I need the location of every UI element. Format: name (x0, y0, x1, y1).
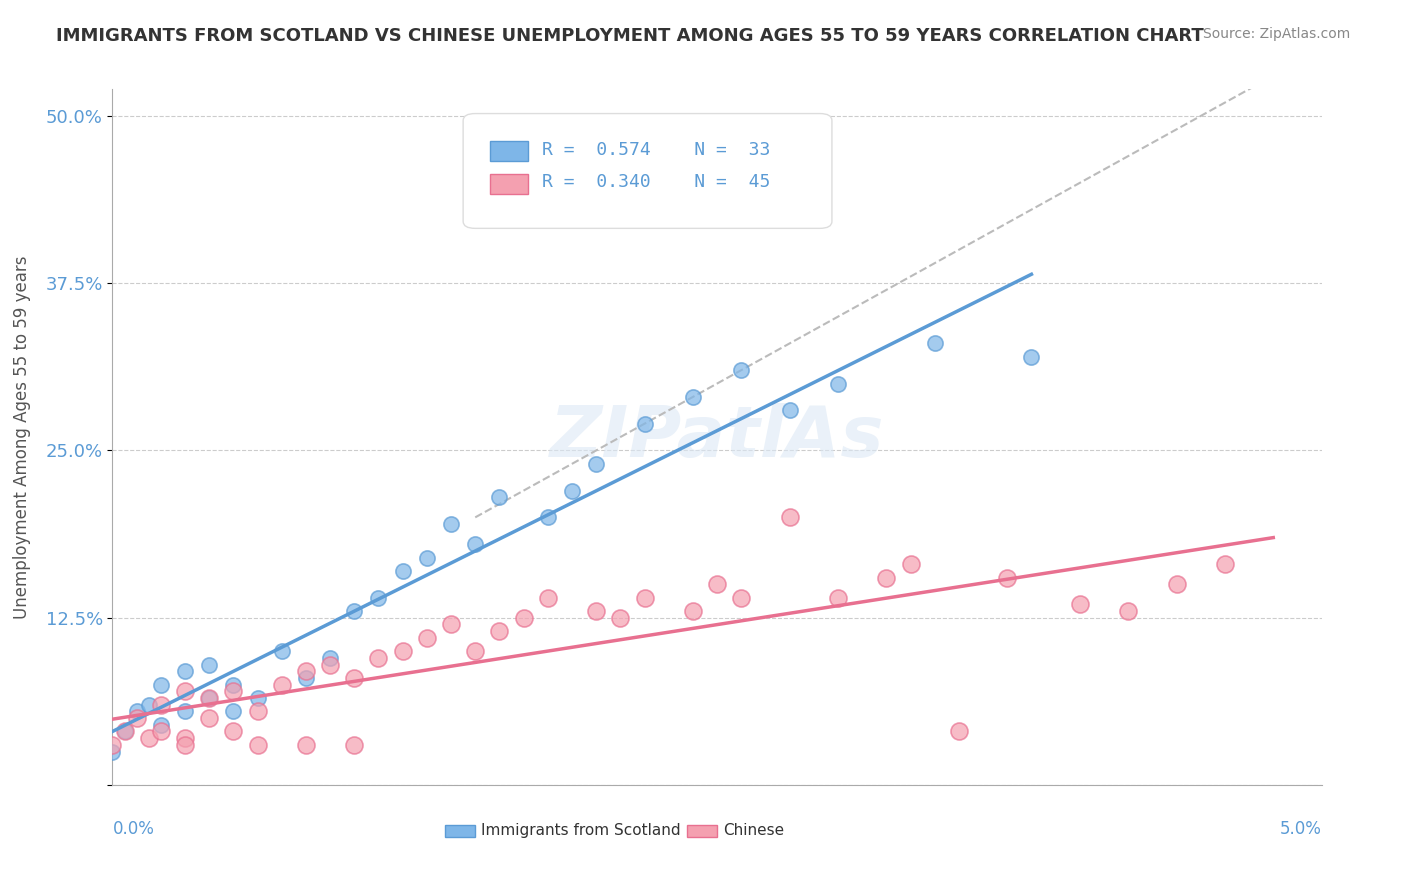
Point (537, 510, 560, 524)
Point (174, 731, 197, 746)
Point (198, 711, 221, 725)
Point (875, 571, 897, 585)
Point (440, 617, 463, 632)
Point (585, 604, 607, 618)
Point (114, 724, 136, 739)
Point (948, 724, 970, 739)
Bar (489, 142, 529, 161)
Point (730, 591, 752, 605)
Point (222, 678, 245, 692)
Point (585, 457, 607, 471)
Point (343, 738, 366, 752)
Point (367, 591, 389, 605)
Text: ZIPatlAs: ZIPatlAs (550, 402, 884, 472)
Point (633, 417, 655, 431)
Point (537, 591, 560, 605)
Text: 5.0%: 5.0% (1279, 820, 1322, 838)
Point (488, 624, 510, 639)
Point (561, 483, 583, 498)
Point (174, 664, 197, 679)
Point (125, 711, 148, 725)
Point (149, 717, 172, 731)
Point (1166, 577, 1188, 591)
Point (343, 671, 366, 685)
Point (198, 657, 221, 672)
Point (101, 744, 124, 758)
Point (270, 644, 292, 658)
Point (779, 403, 801, 417)
Point (149, 698, 172, 712)
Point (295, 671, 318, 685)
Y-axis label: Unemployment Among Ages 55 to 59 years: Unemployment Among Ages 55 to 59 years (14, 255, 31, 619)
Text: R =  0.340    N =  45: R = 0.340 N = 45 (541, 173, 770, 192)
Text: R =  0.574    N =  33: R = 0.574 N = 33 (541, 141, 770, 159)
Point (995, 571, 1018, 585)
Point (295, 664, 318, 679)
Point (174, 684, 197, 698)
Point (1021, 350, 1043, 364)
Point (198, 690, 221, 705)
Point (114, 724, 136, 739)
Point (246, 738, 269, 752)
Text: Immigrants from Scotland: Immigrants from Scotland (481, 822, 681, 838)
Point (125, 705, 148, 719)
Bar (686, 824, 717, 837)
Point (609, 611, 631, 625)
Point (222, 724, 245, 739)
Point (101, 738, 124, 752)
Point (149, 678, 172, 692)
Point (174, 705, 197, 719)
Point (367, 651, 389, 665)
Point (270, 678, 292, 692)
Point (416, 550, 439, 565)
Text: IMMIGRANTS FROM SCOTLAND VS CHINESE UNEMPLOYMENT AMONG AGES 55 TO 59 YEARS CORRE: IMMIGRANTS FROM SCOTLAND VS CHINESE UNEM… (56, 27, 1204, 45)
Point (440, 516, 463, 531)
Text: Chinese: Chinese (723, 822, 785, 838)
Text: 0.0%: 0.0% (112, 820, 155, 838)
Point (706, 577, 728, 591)
Point (512, 611, 534, 625)
Point (198, 690, 221, 705)
Point (138, 731, 160, 746)
Bar (489, 174, 529, 194)
Point (319, 651, 342, 665)
Point (138, 698, 160, 712)
Point (246, 690, 269, 705)
Point (900, 557, 922, 572)
Point (343, 604, 366, 618)
Point (319, 657, 342, 672)
Point (222, 684, 245, 698)
Point (1069, 598, 1091, 612)
Point (633, 591, 655, 605)
Point (682, 604, 704, 618)
Point (827, 376, 849, 391)
Point (827, 591, 849, 605)
Point (924, 336, 946, 351)
Bar (446, 824, 475, 837)
Point (391, 564, 413, 578)
Point (682, 390, 704, 404)
FancyBboxPatch shape (463, 113, 832, 228)
Point (174, 738, 197, 752)
Point (779, 510, 801, 524)
Point (391, 644, 413, 658)
Text: Source: ZipAtlas.com: Source: ZipAtlas.com (1202, 27, 1350, 41)
Point (246, 705, 269, 719)
Point (464, 537, 486, 551)
Point (1116, 604, 1139, 618)
Point (416, 631, 439, 645)
Point (149, 724, 172, 739)
Point (730, 363, 752, 377)
Point (222, 705, 245, 719)
Point (295, 738, 318, 752)
Point (464, 644, 486, 658)
Point (1213, 557, 1236, 572)
Point (488, 490, 510, 504)
